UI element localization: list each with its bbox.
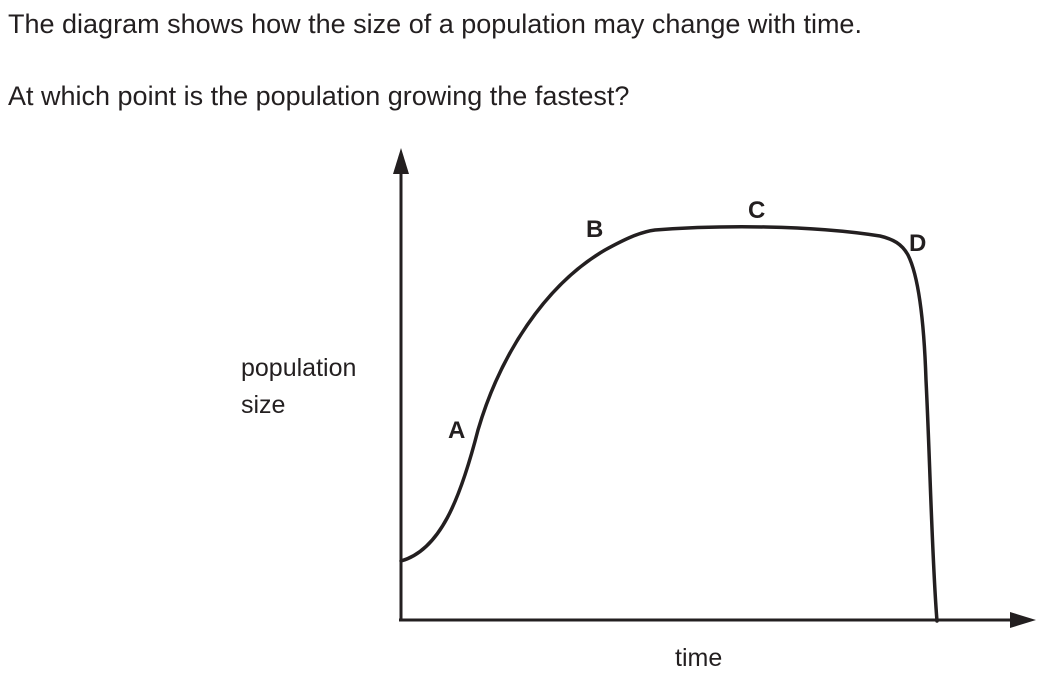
point-d-label: D <box>909 230 926 257</box>
x-axis-label: time <box>675 644 723 672</box>
x-axis-arrowhead <box>1010 612 1036 628</box>
y-axis-label: population size <box>241 350 356 424</box>
population-curve <box>399 225 939 623</box>
point-a-label: A <box>448 417 465 444</box>
question-prompt: At which point is the population growing… <box>8 81 630 111</box>
point-b-label: B <box>586 216 603 243</box>
y-axis-label-line-2: size <box>241 391 286 419</box>
point-c-label: C <box>748 197 765 224</box>
y-axis-label-line-1: population <box>241 354 357 382</box>
y-axis-arrowhead <box>393 148 409 174</box>
question-intro: The diagram shows how the size of a popu… <box>8 9 862 39</box>
